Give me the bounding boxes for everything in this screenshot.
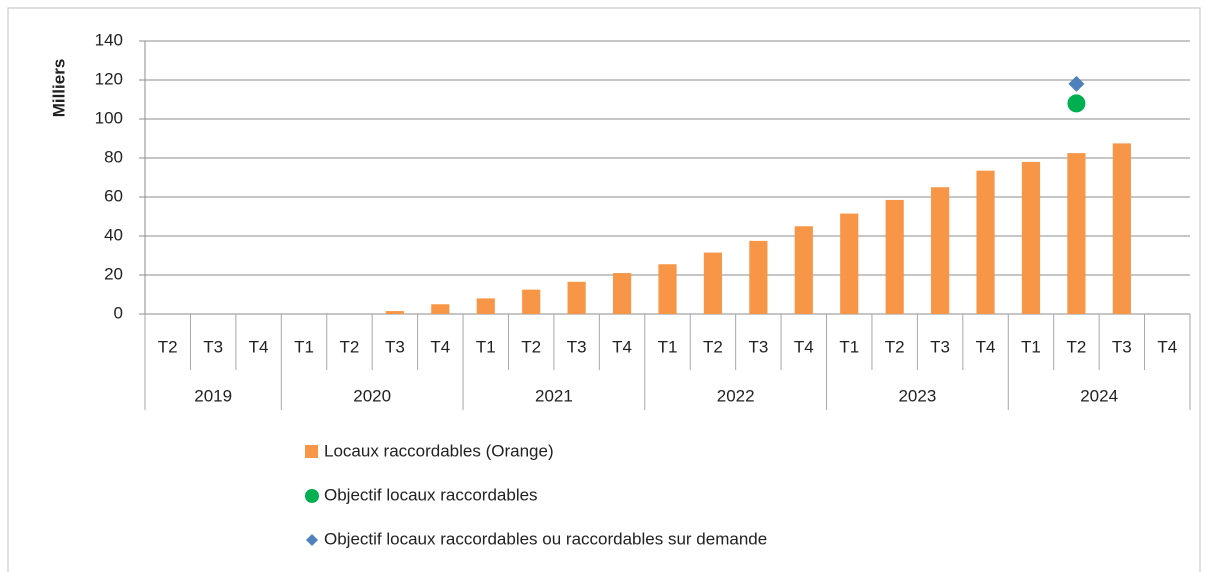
x-group-label: 2019 — [194, 386, 232, 405]
x-tick-label: T4 — [976, 337, 996, 356]
bar — [431, 304, 450, 314]
x-tick-label: T3 — [748, 337, 768, 356]
x-group-label: 2020 — [353, 386, 391, 405]
x-tick-label: T1 — [658, 337, 678, 356]
y-tick-label: 0 — [114, 303, 123, 322]
x-group-label: 2022 — [717, 386, 755, 405]
x-group-label: 2021 — [535, 386, 573, 405]
x-tick-label: T2 — [703, 337, 723, 356]
x-tick-label: T3 — [203, 337, 223, 356]
x-tick-label: T4 — [794, 337, 814, 356]
bar — [658, 264, 677, 314]
bar — [976, 170, 995, 314]
bar — [749, 240, 768, 314]
x-tick-label: T3 — [385, 337, 405, 356]
y-tick-label: 140 — [95, 30, 123, 49]
x-tick-label: T2 — [521, 337, 541, 356]
marker-diamond — [1068, 75, 1085, 92]
bar — [885, 199, 904, 314]
y-tick-label: 40 — [104, 225, 123, 244]
x-tick-label: T2 — [885, 337, 905, 356]
x-group-label: 2024 — [1080, 386, 1118, 405]
chart-frame — [7, 7, 1201, 572]
bar — [476, 298, 495, 314]
legend-label: Objectif locaux raccordables ou raccorda… — [324, 529, 767, 548]
x-tick-label: T4 — [249, 337, 269, 356]
y-tick-label: 60 — [104, 186, 123, 205]
legend-swatch — [305, 489, 319, 503]
x-group-label: 2023 — [898, 386, 936, 405]
x-tick-label: T1 — [839, 337, 859, 356]
x-tick-label: T3 — [930, 337, 950, 356]
bar — [567, 281, 586, 314]
y-tick-label: 120 — [95, 69, 123, 88]
legend-label: Locaux raccordables (Orange) — [324, 441, 554, 460]
y-tick-label: 80 — [104, 147, 123, 166]
bar — [612, 273, 632, 314]
bar — [1067, 153, 1086, 314]
legend-swatch — [305, 445, 318, 458]
x-tick-label: T4 — [612, 337, 632, 356]
bar — [703, 252, 723, 314]
x-tick-label: T2 — [340, 337, 360, 356]
x-tick-label: T2 — [1066, 337, 1086, 356]
x-tick-label: T2 — [158, 337, 178, 356]
x-tick-label: T3 — [1112, 337, 1132, 356]
x-tick-label: T1 — [294, 337, 314, 356]
x-tick-label: T4 — [430, 337, 450, 356]
bar — [385, 311, 404, 314]
x-tick-label: T3 — [567, 337, 587, 356]
marker-circle — [1067, 94, 1086, 113]
legend-swatch — [306, 534, 318, 546]
bar — [1112, 143, 1131, 314]
y-tick-label: 20 — [104, 264, 123, 283]
bar — [931, 187, 950, 314]
bar — [522, 289, 541, 314]
bar — [840, 213, 859, 314]
bar — [794, 226, 813, 314]
y-tick-label: 100 — [95, 108, 123, 127]
y-axis-label: Milliers — [49, 59, 68, 118]
x-tick-label: T1 — [476, 337, 496, 356]
x-tick-label: T4 — [1157, 337, 1177, 356]
legend-label: Objectif locaux raccordables — [324, 485, 538, 504]
bar — [1021, 161, 1041, 314]
x-tick-label: T1 — [1021, 337, 1041, 356]
